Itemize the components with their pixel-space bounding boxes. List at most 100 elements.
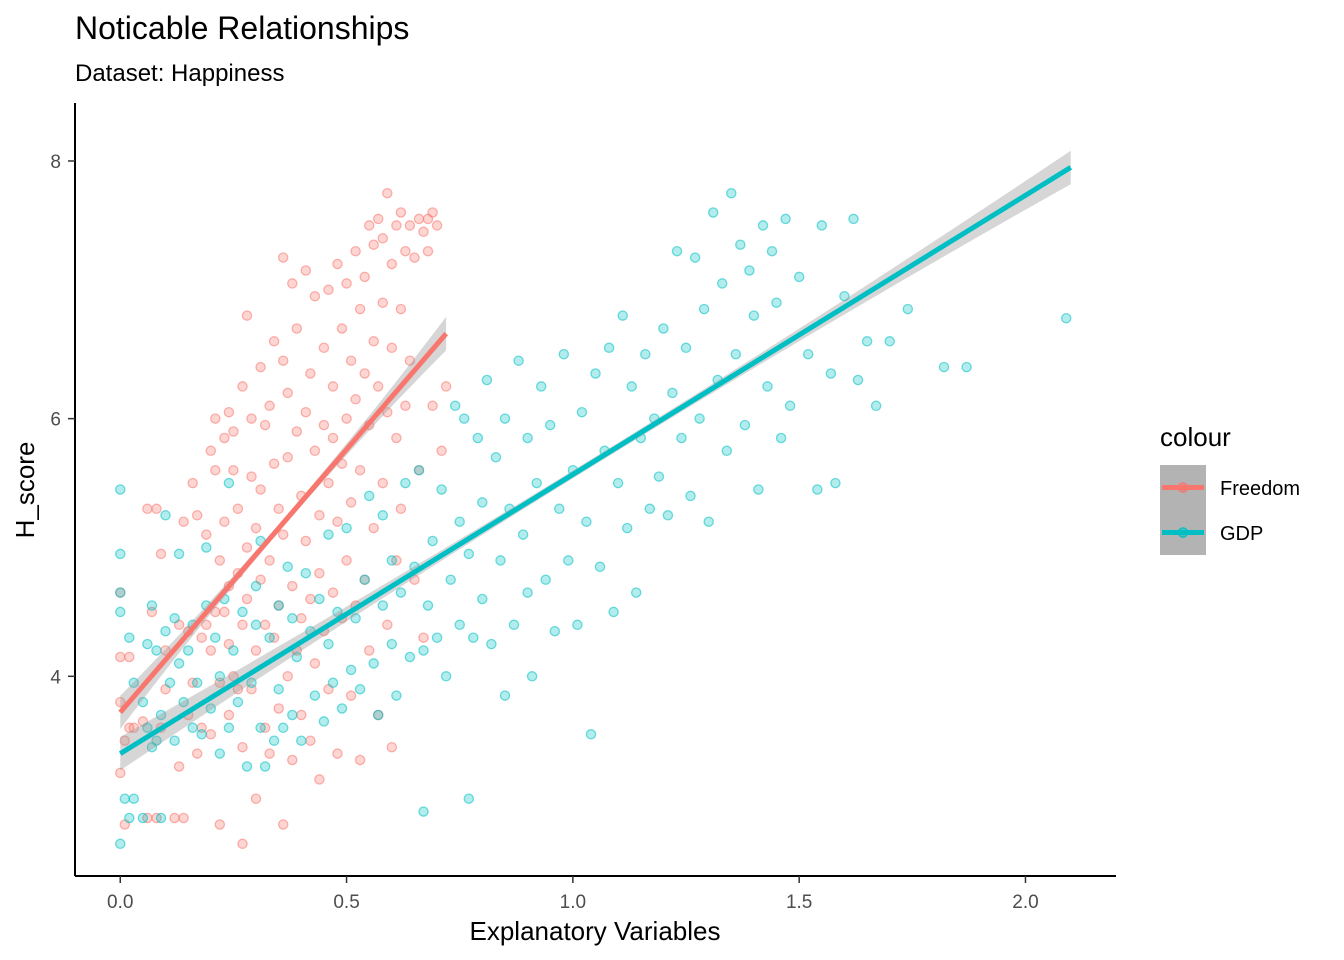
- freedom-point: [327, 432, 339, 444]
- freedom-point: [404, 220, 416, 231]
- gdp-point: [427, 535, 438, 547]
- freedom-point: [264, 555, 275, 566]
- freedom-point: [287, 580, 298, 592]
- chart-subtitle: Dataset: Happiness: [75, 60, 285, 87]
- gdp-point: [155, 812, 167, 824]
- freedom-point: [300, 406, 312, 418]
- freedom-point: [259, 419, 271, 431]
- gdp-point: [735, 239, 746, 250]
- gdp-point: [431, 632, 443, 643]
- freedom-point: [237, 381, 248, 392]
- gdp-point: [726, 187, 737, 199]
- gdp-point: [884, 336, 895, 347]
- gdp-point: [323, 529, 334, 540]
- gdp-point: [617, 310, 628, 321]
- freedom-point: [354, 303, 366, 315]
- gdp-point: [531, 477, 542, 489]
- x-tick-label: 1.0: [560, 892, 586, 913]
- freedom-point: [386, 342, 398, 354]
- freedom-point: [427, 207, 438, 218]
- freedom-point: [309, 290, 321, 302]
- gdp-point: [151, 645, 162, 656]
- freedom-point: [219, 606, 230, 618]
- gdp-point: [454, 619, 465, 631]
- gdp-point: [128, 677, 140, 689]
- gdp-point: [852, 374, 864, 386]
- freedom-point: [413, 213, 425, 225]
- freedom-point: [382, 187, 393, 199]
- freedom-point: [191, 748, 203, 759]
- freedom-point: [214, 819, 226, 830]
- freedom-point: [287, 754, 298, 766]
- gdp-point: [169, 735, 180, 746]
- x-axis-title: Explanatory Variables: [470, 916, 721, 946]
- freedom-point: [142, 503, 153, 515]
- gdp-point: [522, 432, 533, 444]
- freedom-point: [314, 774, 325, 785]
- freedom-point: [332, 748, 343, 759]
- gdp-point: [296, 735, 307, 746]
- gdp-point: [612, 477, 624, 489]
- freedom-point: [341, 278, 352, 289]
- freedom-point: [395, 207, 407, 218]
- gdp-point: [300, 567, 312, 579]
- gdp-point: [603, 342, 615, 354]
- x-tick-label: 0.0: [107, 892, 133, 913]
- freedom-point: [363, 220, 375, 231]
- gdp-point: [264, 632, 275, 643]
- gdp-point: [142, 638, 153, 650]
- gdp-point: [418, 806, 429, 817]
- freedom-point: [205, 445, 217, 457]
- gdp-point: [585, 729, 597, 740]
- freedom-point: [305, 368, 316, 379]
- gdp-point: [662, 510, 674, 521]
- y-tick-label: 8: [50, 152, 61, 173]
- freedom-point: [155, 548, 167, 560]
- freedom-point: [368, 522, 379, 534]
- gdp-point: [703, 516, 714, 527]
- freedom-point: [377, 477, 389, 489]
- gdp-point: [124, 632, 135, 643]
- gdp-point: [332, 606, 343, 618]
- gdp-point: [386, 555, 398, 566]
- legend-label-gdp: GDP: [1220, 523, 1263, 545]
- freedom-point: [323, 284, 334, 296]
- gdp-point: [775, 432, 787, 444]
- gdp-point: [630, 587, 642, 598]
- freedom-point: [300, 265, 312, 276]
- gdp-point: [196, 729, 207, 740]
- freedom-point: [268, 336, 280, 347]
- freedom-point: [264, 400, 275, 412]
- gdp-point: [137, 696, 149, 708]
- gdp-point: [119, 793, 131, 804]
- freedom-point: [391, 220, 402, 231]
- freedom-point: [409, 574, 420, 585]
- gdp-point: [721, 445, 733, 457]
- freedom-point: [246, 471, 257, 482]
- gdp-point: [626, 381, 637, 392]
- gdp-point: [201, 542, 212, 553]
- gdp-point: [223, 477, 235, 489]
- gdp-point: [151, 735, 162, 746]
- freedom-point: [237, 619, 248, 631]
- gdp-point: [680, 342, 692, 354]
- freedom-point: [332, 258, 343, 270]
- gdp-point: [861, 336, 873, 347]
- gdp-point: [268, 735, 280, 746]
- freedom-point: [264, 748, 275, 759]
- freedom-point: [386, 258, 398, 270]
- freedom-point: [115, 767, 126, 779]
- gdp-point: [716, 278, 728, 289]
- gdp-point: [250, 619, 262, 631]
- gdp-point: [323, 638, 334, 650]
- freedom-point: [350, 245, 361, 257]
- points-layer: [115, 187, 1072, 850]
- gdp-point: [748, 310, 760, 321]
- gdp-point: [563, 555, 574, 566]
- gdp-point: [825, 368, 837, 379]
- gdp-point: [223, 722, 235, 734]
- gdp-point: [689, 252, 701, 263]
- freedom-point: [431, 220, 443, 231]
- gdp-point: [115, 484, 126, 495]
- gdp-point: [753, 484, 764, 495]
